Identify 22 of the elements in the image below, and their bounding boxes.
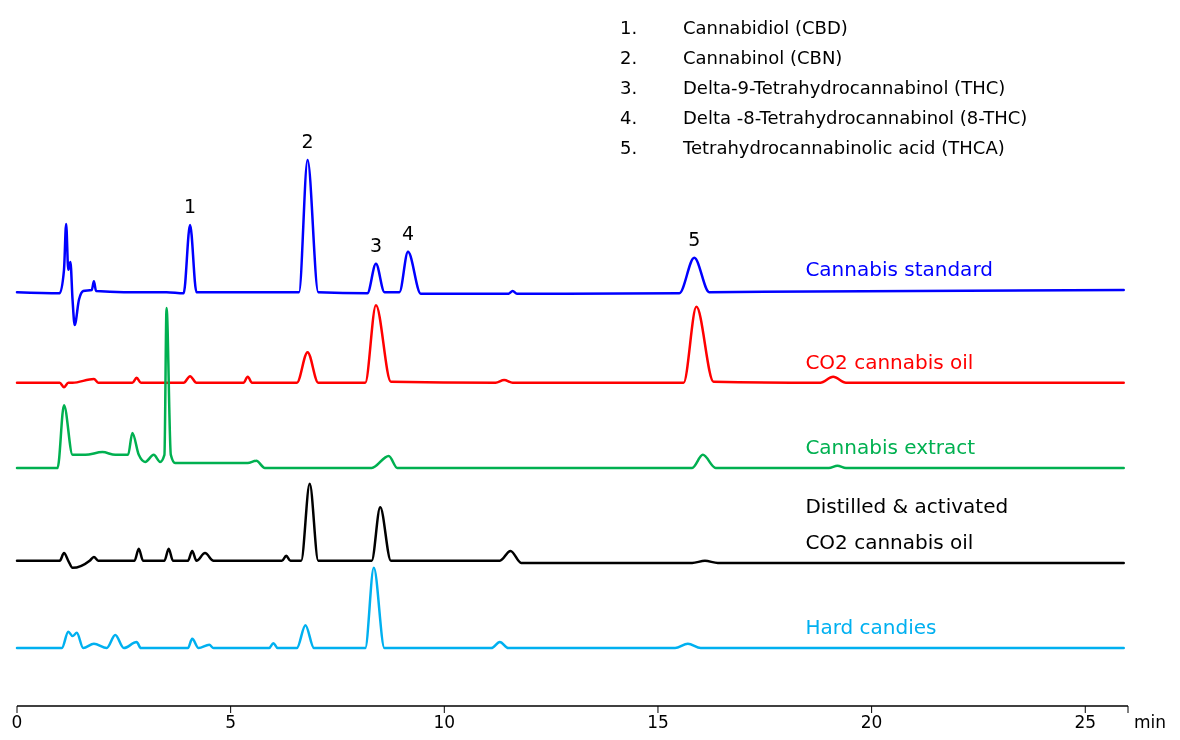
annotation: 3: [369, 233, 382, 256]
text: 4. Delta -8-Tetrahydrocannabinol (8-THC): [620, 107, 1028, 128]
x-tick-label: 5: [225, 712, 237, 732]
text: 2. Cannabinol (CBN): [620, 47, 843, 68]
text: 3. Delta-9-Tetrahydrocannabinol (THC): [620, 77, 1006, 98]
series-label: Distilled & activated CO2 cannabis oil: [805, 493, 1009, 554]
series-label: Cannabis extract: [805, 434, 976, 459]
x-tick-label: 15: [647, 712, 669, 732]
text: 1. Cannabidiol (CBD): [620, 17, 848, 38]
text: 5. Tetrahydrocannabinolic acid (THCA): [620, 137, 1005, 158]
annotation: 5: [688, 227, 701, 250]
series-label: Hard candies: [805, 615, 937, 640]
series-label: CO2 cannabis oil: [805, 349, 974, 374]
series-label: Cannabis standard: [805, 256, 993, 281]
x-tick-label: 20: [860, 712, 883, 732]
annotation: 2: [301, 130, 314, 152]
annotation: 4: [401, 221, 415, 244]
annotation: 1: [184, 194, 197, 217]
x-tick-label: 10: [433, 712, 456, 732]
x-tick-label: 25: [1074, 712, 1097, 732]
x-axis-title: min: [1134, 712, 1167, 732]
x-tick-label: 0: [11, 712, 23, 732]
